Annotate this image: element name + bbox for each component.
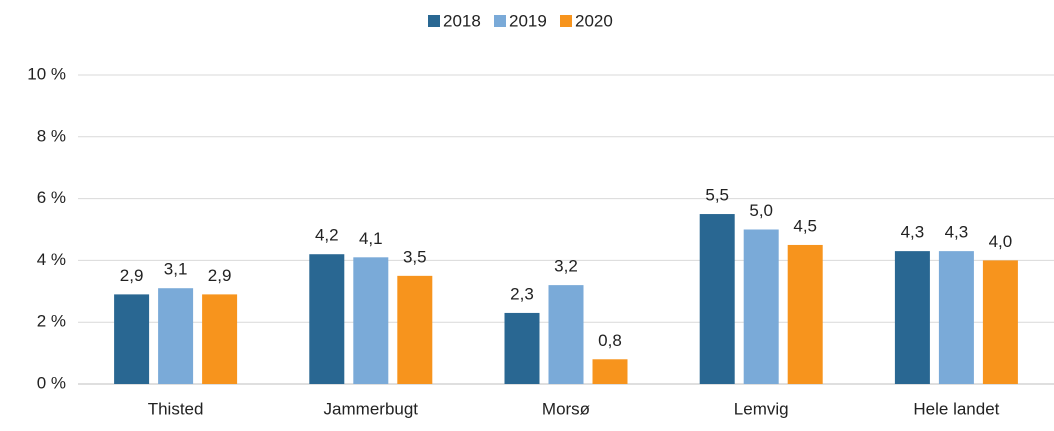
legend-swatch — [560, 15, 572, 27]
value-label: 4,1 — [359, 229, 383, 248]
x-tick-label: Morsø — [542, 399, 590, 418]
bar — [894, 251, 930, 384]
x-tick-label: Hele landet — [913, 399, 999, 418]
y-tick-label: 4 % — [37, 250, 66, 269]
bar — [982, 260, 1018, 384]
value-label: 3,2 — [554, 257, 578, 276]
value-label: 3,1 — [164, 260, 188, 279]
bar — [397, 275, 433, 384]
value-label: 2,9 — [208, 266, 232, 285]
value-label: 3,5 — [403, 247, 427, 266]
y-tick-label: 0 % — [37, 373, 66, 392]
bar — [202, 294, 238, 384]
value-label: 4,0 — [989, 232, 1013, 251]
legend-swatch — [494, 15, 506, 27]
value-label: 4,3 — [901, 223, 925, 242]
bar — [158, 288, 194, 384]
value-label: 0,8 — [598, 331, 622, 350]
bar — [787, 244, 823, 384]
bar — [743, 229, 779, 384]
bar — [353, 257, 389, 384]
legend-swatch — [428, 15, 440, 27]
y-tick-label: 8 % — [37, 126, 66, 145]
y-tick-label: 6 % — [37, 188, 66, 207]
x-tick-label: Lemvig — [734, 399, 789, 418]
x-tick-label: Jammerbugt — [324, 399, 419, 418]
x-tick-label: Thisted — [148, 399, 204, 418]
y-tick-label: 2 % — [37, 312, 66, 331]
bar — [504, 312, 540, 384]
bar — [699, 214, 735, 384]
value-label: 4,5 — [793, 216, 817, 235]
value-label: 2,9 — [120, 266, 144, 285]
legend-label: 2018 — [443, 11, 481, 30]
legend-label: 2019 — [509, 11, 547, 30]
y-tick-label: 10 % — [27, 64, 66, 83]
bar — [309, 254, 345, 384]
value-label: 5,5 — [705, 186, 729, 205]
value-label: 2,3 — [510, 284, 534, 303]
bar — [114, 294, 150, 384]
value-label: 4,2 — [315, 226, 339, 245]
value-label: 5,0 — [749, 201, 773, 220]
value-label: 4,3 — [945, 223, 969, 242]
bar — [592, 359, 628, 384]
legend-label: 2020 — [575, 11, 613, 30]
bar — [548, 285, 584, 384]
bar — [938, 251, 974, 384]
